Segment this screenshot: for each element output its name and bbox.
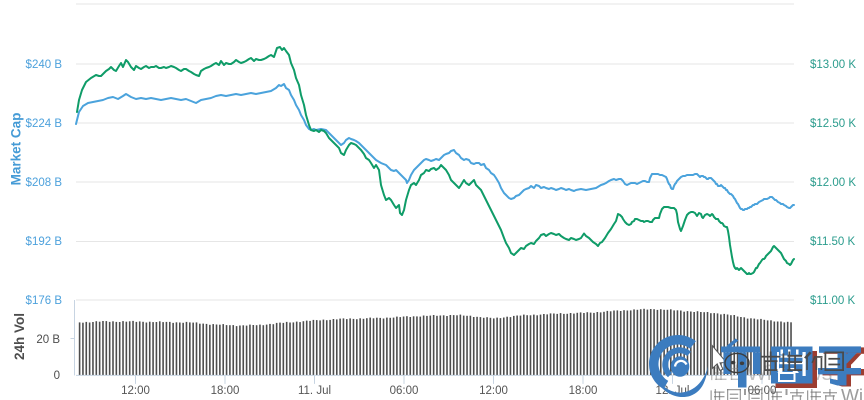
svg-text:Market Cap: Market Cap: [9, 113, 24, 186]
svg-text:0: 0: [54, 370, 60, 382]
svg-text:$208 B: $208 B: [26, 177, 63, 189]
svg-text:18:00: 18:00: [211, 385, 240, 397]
svg-text:$12.00 K: $12.00 K: [810, 177, 856, 189]
svg-text:20 B: 20 B: [36, 334, 60, 346]
svg-text:12:00: 12:00: [121, 385, 150, 397]
svg-text:18:00: 18:00: [569, 385, 598, 397]
svg-text:$11.00 K: $11.00 K: [810, 295, 856, 307]
svg-text:$240 B: $240 B: [26, 59, 63, 71]
svg-text:Windo: Windo: [841, 387, 864, 400]
svg-text:$11.50 K: $11.50 K: [810, 236, 856, 248]
svg-text:$192 B: $192 B: [26, 236, 63, 248]
svg-text:12:00: 12:00: [479, 385, 508, 397]
svg-text:$176 B: $176 B: [26, 295, 63, 307]
svg-text:11. Jul: 11. Jul: [298, 385, 331, 397]
svg-text:06:00: 06:00: [390, 385, 419, 397]
svg-text:$12.50 K: $12.50 K: [810, 118, 856, 130]
svg-text:$224 B: $224 B: [26, 118, 63, 130]
svg-text:24h Vol: 24h Vol: [12, 313, 27, 360]
svg-text:$13.00 K: $13.00 K: [810, 59, 856, 71]
